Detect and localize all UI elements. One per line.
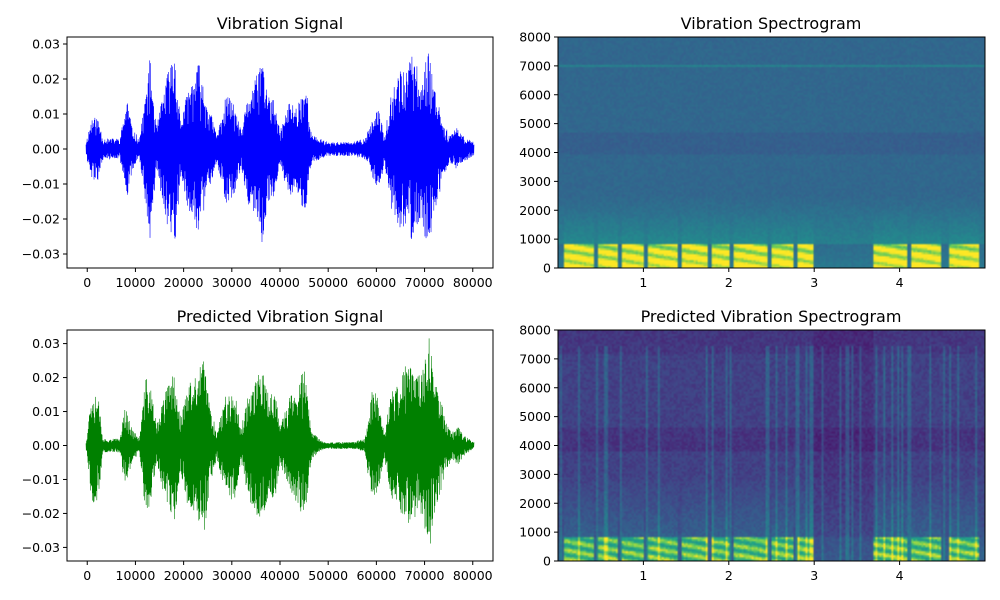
x-tick-label: 10000	[116, 568, 156, 583]
x-tick-label: 50000	[308, 568, 348, 583]
x-tick-label: 0	[83, 275, 91, 290]
vibration-spectrogram-image	[558, 37, 985, 268]
y-tick-label: 2000	[519, 496, 551, 511]
predicted-signal-title: Predicted Vibration Signal	[177, 307, 384, 326]
x-tick-label: 40000	[260, 568, 300, 583]
y-tick-label: −0.01	[22, 177, 60, 192]
x-tick-label: 2	[725, 568, 733, 583]
x-tick-label: 4	[896, 275, 904, 290]
x-tick-label: 60000	[356, 275, 396, 290]
predicted-signal-y-ticks: −0.03 −0.02 −0.01 0.00 0.01 0.02 0.03	[22, 336, 67, 555]
y-tick-label: 0.00	[32, 438, 60, 453]
vibration-signal-line	[85, 53, 475, 242]
y-tick-label: 6000	[519, 87, 551, 102]
x-tick-label: 30000	[212, 568, 252, 583]
predicted-signal-x-ticks: 0 10000 20000 30000 40000 50000 60000 70000 8000…	[83, 561, 493, 583]
y-tick-label: 0.02	[32, 72, 60, 87]
x-tick-label: 2	[725, 275, 733, 290]
vibration-signal-title: Vibration Signal	[217, 14, 343, 33]
y-tick-label: 0.03	[32, 336, 60, 351]
vibration-signal-panel: Vibration Signal −0.03 −0.02 −0.01 0.00 0.01…	[22, 14, 494, 290]
vibration-spectrogram-title: Vibration Spectrogram	[681, 14, 862, 33]
y-tick-label: −0.02	[22, 506, 60, 521]
x-tick-label: 50000	[308, 275, 348, 290]
x-tick-label: 1	[639, 275, 647, 290]
y-tick-label: −0.03	[22, 540, 60, 555]
y-tick-label: 5000	[519, 116, 551, 131]
x-tick-label: 80000	[453, 568, 493, 583]
x-tick-label: 4	[896, 568, 904, 583]
y-tick-label: 0.01	[32, 404, 60, 419]
x-tick-label: 3	[810, 275, 818, 290]
y-tick-label: 0.00	[32, 142, 60, 157]
y-tick-label: 8000	[519, 323, 551, 338]
predicted-spectrogram-x-ticks: 1 2 3 4	[639, 561, 904, 583]
y-tick-label: 0	[543, 261, 551, 276]
y-tick-label: −0.02	[22, 212, 60, 227]
x-tick-label: 30000	[212, 275, 252, 290]
predicted-signal-panel: Predicted Vibration Signal −0.03−0.02−0.…	[22, 307, 494, 583]
vibration-spectrogram-y-ticks: 0 1000 2000 3000 4000 5000 6000 7000 8000	[519, 30, 558, 276]
y-tick-label: 8000	[519, 30, 551, 45]
y-tick-label: 7000	[519, 58, 551, 73]
predicted-spectrogram-panel: Predicted Vibration Spectrogram 0 1000 200…	[519, 307, 986, 583]
predicted-spectrogram-image	[558, 330, 985, 561]
x-tick-label: 70000	[405, 275, 445, 290]
y-tick-label: 1000	[519, 232, 551, 247]
x-tick-label: 40000	[260, 275, 300, 290]
y-tick-label: 3000	[519, 467, 551, 482]
vibration-signal-x-ticks: 0 10000 20000 30000 40000 50000 60000 70000 8000…	[83, 268, 493, 290]
y-tick-label: 0.02	[32, 370, 60, 385]
y-tick-label: 5000	[519, 409, 551, 424]
y-tick-label: −0.01	[22, 472, 60, 487]
x-tick-label: 20000	[164, 568, 204, 583]
x-tick-label: 80000	[453, 275, 493, 290]
predicted-spectrogram-title: Predicted Vibration Spectrogram	[641, 307, 902, 326]
vibration-spectrogram-panel: Vibration Spectrogram 0 1000 2000 3000 4000 5…	[519, 14, 986, 290]
y-tick-label: −0.03	[22, 247, 60, 262]
y-tick-label: 4000	[519, 438, 551, 453]
y-tick-label: 2000	[519, 203, 551, 218]
vibration-spectrogram-x-ticks: 1 2 3 4	[639, 268, 904, 290]
x-tick-label: 20000	[164, 275, 204, 290]
x-tick-label: 70000	[405, 568, 445, 583]
y-tick-label: 4000	[519, 145, 551, 160]
x-tick-label: 60000	[356, 568, 396, 583]
x-tick-label: 3	[810, 568, 818, 583]
y-tick-label: 0.01	[32, 107, 60, 122]
x-tick-label: 1	[639, 568, 647, 583]
vibration-signal-y-ticks: −0.03 −0.02 −0.01 0.00 0.01 0.02 0.03	[22, 37, 67, 262]
y-tick-label: 3000	[519, 174, 551, 189]
y-tick-label: 0.03	[32, 37, 60, 52]
x-tick-label: 0	[83, 568, 91, 583]
y-tick-label: 0	[543, 554, 551, 569]
y-tick-label: 6000	[519, 380, 551, 395]
y-tick-label: 1000	[519, 525, 551, 540]
x-tick-label: 10000	[116, 275, 156, 290]
predicted-signal-line	[85, 338, 475, 544]
y-tick-label: 7000	[519, 351, 551, 366]
predicted-spectrogram-y-ticks: 0 1000 2000 3000 4000 5000 6000 7000 8000	[519, 323, 558, 569]
